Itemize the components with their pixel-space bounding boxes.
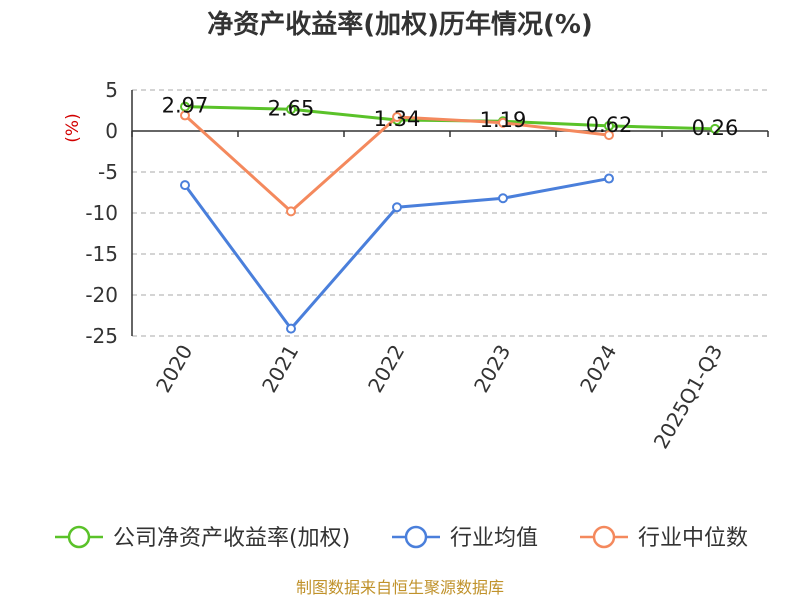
y-tick-label: -20	[85, 283, 118, 307]
data-point	[498, 193, 508, 204]
y-axis-unit: (%)	[63, 113, 83, 142]
data-point	[710, 123, 720, 134]
x-tick-label: 2025Q1-Q3	[649, 341, 728, 453]
y-tick-label: -25	[85, 324, 118, 348]
data-point	[286, 104, 296, 115]
data-label: 1.34	[374, 107, 421, 131]
data-point	[498, 117, 508, 128]
data-point	[604, 130, 614, 141]
data-point	[180, 110, 190, 121]
legend-label-0: 公司净资产收益率(加权)	[113, 526, 350, 551]
data-label: 2.65	[268, 96, 315, 120]
series-group	[180, 101, 720, 334]
y-tick-label: -10	[85, 201, 118, 225]
data-point	[286, 206, 296, 217]
x-tick-label: 2021	[257, 341, 303, 397]
data-point	[180, 180, 190, 191]
legend-marker-1	[404, 525, 428, 549]
chart-title: 净资产收益率(加权)历年情况(%)	[207, 9, 593, 40]
x-tick-label: 2020	[151, 341, 197, 397]
legend-marker-2	[592, 525, 616, 549]
y-tick-label: 0	[105, 119, 118, 143]
grid-lines	[132, 89, 768, 337]
legend-label-2: 行业中位数	[638, 526, 748, 551]
y-tick-label: -5	[98, 160, 118, 184]
data-label: 1.19	[480, 108, 527, 132]
data-label: 0.26	[692, 116, 739, 140]
y-axis: 5 0 -5 -10 -15 -20 -25	[85, 78, 133, 348]
legend: 公司净资产收益率(加权) 行业均值 行业中位数	[55, 525, 748, 551]
legend-label-1: 行业均值	[450, 526, 538, 551]
x-tick-label: 2024	[575, 341, 621, 397]
y-tick-label: -15	[85, 242, 118, 266]
legend-marker-0	[67, 525, 91, 549]
data-label: 0.62	[586, 113, 633, 137]
y-tick-label: 5	[105, 78, 118, 102]
source-note: 制图数据来自恒生聚源数据库	[296, 578, 504, 597]
data-point	[392, 202, 402, 213]
x-tick-label: 2022	[363, 341, 409, 397]
data-point	[392, 112, 402, 123]
data-label: 2.97	[162, 94, 209, 118]
x-tick-label: 2023	[469, 341, 515, 397]
data-point	[604, 120, 614, 131]
data-point	[286, 323, 296, 334]
data-labels: 2.97 2.65 1.34 1.19 0.62 0.26	[162, 94, 739, 140]
x-axis: 2020 2021 2022 2023 2024 2025Q1-Q3	[131, 130, 769, 453]
series-line-0	[184, 105, 716, 131]
data-point	[604, 173, 614, 184]
